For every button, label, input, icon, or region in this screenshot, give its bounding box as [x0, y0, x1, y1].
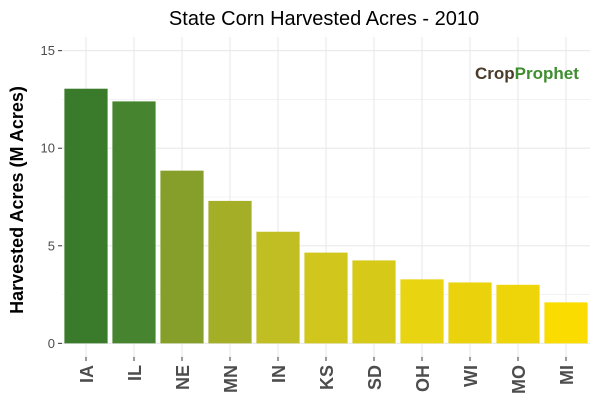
y-tick-label: 10 [41, 141, 55, 156]
x-tick-label-mi: MI [557, 365, 577, 385]
bar-mo [496, 284, 540, 344]
bars [64, 88, 588, 344]
bar-il [112, 101, 156, 344]
bar-mi [544, 302, 588, 344]
y-tick-label: 15 [41, 43, 55, 58]
y-axis-label: Harvested Acres (M Acres) [7, 86, 27, 314]
x-tick-label-oh: OH [413, 365, 433, 392]
bar-ne [160, 170, 204, 344]
y-tick-label: 0 [48, 336, 55, 351]
bar-sd [352, 260, 396, 344]
x-tick-label-il: IL [125, 365, 145, 381]
cropprophet-logo: CropProphet [475, 64, 579, 83]
chart-title: State Corn Harvested Acres - 2010 [169, 8, 479, 30]
y-tick-labels: 0 5 10 15 [41, 43, 62, 351]
x-tick-label-mo: MO [509, 365, 529, 394]
x-tick-label-ne: NE [173, 365, 193, 390]
x-tick-label-in: IN [269, 365, 289, 383]
logo-crop-text: Crop [475, 64, 515, 83]
bar-wi [448, 282, 492, 344]
x-tick-label-ks: KS [317, 365, 337, 390]
x-tick-label-mn: MN [221, 365, 241, 393]
bar-ia [64, 88, 108, 344]
y-tick-label: 5 [48, 238, 55, 253]
bar-oh [400, 279, 444, 344]
bar-in [256, 231, 300, 344]
x-tick-label-wi: WI [461, 365, 481, 387]
x-tick-label-sd: SD [365, 365, 385, 390]
x-tick-labels: IA IL NE MN IN KS SD OH WI MO MI [77, 357, 577, 394]
svg-text:CropProphet: CropProphet [475, 64, 579, 83]
bar-ks [304, 252, 348, 344]
bar-mn [208, 200, 252, 344]
x-tick-label-ia: IA [77, 365, 97, 383]
logo-prophet-text: Prophet [515, 64, 580, 83]
